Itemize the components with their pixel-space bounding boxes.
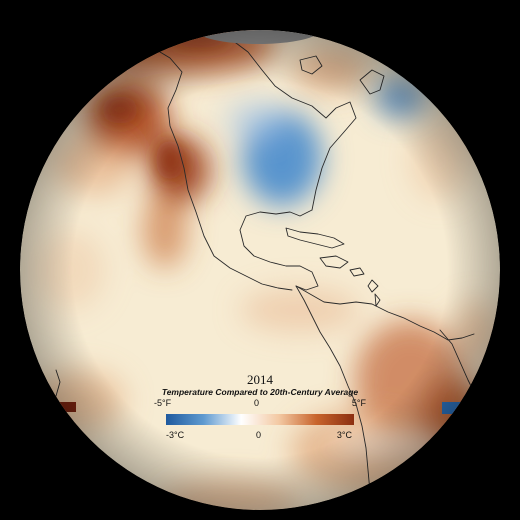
legend-celsius-max: 3°C bbox=[336, 430, 352, 440]
legend-color-bar bbox=[166, 414, 354, 425]
temperature-legend: 2014 Temperature Compared to 20th-Centur… bbox=[150, 372, 370, 442]
legend-fahrenheit-min: -5°F bbox=[154, 398, 172, 408]
globe-shading bbox=[20, 30, 500, 510]
legend-year: 2014 bbox=[247, 372, 273, 387]
legend-fahrenheit-mid: 0 bbox=[254, 398, 260, 408]
legend-fahrenheit-max: 5°F bbox=[351, 398, 366, 408]
legend-celsius-min: -3°C bbox=[166, 430, 185, 440]
legend-celsius-mid: 0 bbox=[256, 430, 262, 440]
legend-title: Temperature Compared to 20th-Century Ave… bbox=[161, 387, 359, 397]
